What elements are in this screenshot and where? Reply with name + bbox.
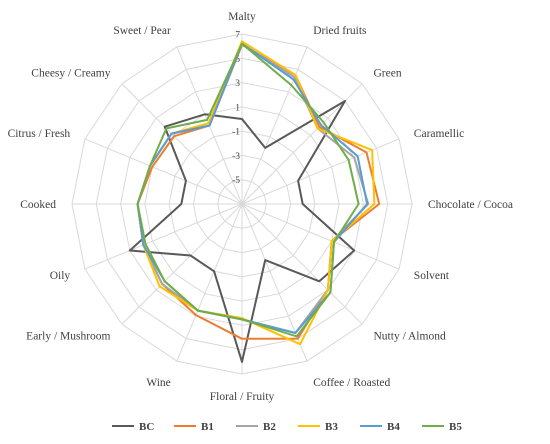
legend-label: B2 — [263, 421, 276, 433]
category-label: Chocolate / Cocoa — [428, 199, 513, 211]
series-line-b5 — [136, 42, 360, 338]
category-label: Solvent — [414, 270, 450, 282]
spoke-2 — [241, 83, 363, 205]
legend-item: B5 — [422, 421, 462, 433]
legend-label: B5 — [449, 421, 462, 433]
category-label: Cheesy / Creamy — [31, 68, 110, 80]
category-label: Sweet / Pear — [113, 25, 171, 37]
category-label: Coffee / Roasted — [313, 377, 390, 389]
tick-label: 1 — [235, 103, 240, 113]
spoke-1 — [241, 46, 308, 205]
legend-label: B1 — [201, 421, 214, 433]
spoke-13 — [84, 138, 243, 205]
spoke-5 — [241, 203, 400, 270]
category-label: Floral / Fruity — [210, 391, 275, 403]
series-line-b1 — [136, 43, 381, 340]
tick-label: 7 — [235, 31, 240, 41]
tick-label: -1 — [232, 128, 240, 138]
spoke-14 — [121, 83, 243, 205]
tick-label: -5 — [232, 176, 240, 186]
category-label: Citrus / Fresh — [8, 128, 71, 140]
category-label: Wine — [146, 377, 170, 389]
spoke-10 — [121, 203, 243, 325]
spoke-6 — [241, 203, 363, 325]
category-label: Green — [374, 68, 402, 80]
category-label: Early / Mushroom — [26, 331, 110, 343]
tick-label: 3 — [235, 79, 240, 89]
category-labels: Malty Dried fruits Green Caramellic Chocolat… — [8, 11, 513, 403]
legend-item: BC — [112, 421, 154, 433]
legend-item: B1 — [174, 421, 214, 433]
spoke-11 — [84, 203, 243, 270]
series-lines — [128, 40, 381, 363]
category-label: Caramellic — [414, 128, 464, 140]
tick-label: 5 — [235, 55, 240, 65]
legend-item: B4 — [360, 421, 400, 433]
category-label: Cooked — [20, 199, 56, 211]
spoke-7 — [241, 203, 308, 362]
legend-item: B3 — [298, 421, 338, 433]
radial-tick-labels: -5 -3 -1 1 3 5 7 — [232, 31, 240, 187]
category-label: Nutty / Almond — [374, 331, 446, 343]
tick-label: -3 — [232, 152, 240, 162]
category-label: Oily — [50, 270, 71, 282]
grid — [71, 33, 413, 375]
legend-item: B2 — [236, 421, 276, 433]
category-label: Malty — [228, 11, 256, 23]
series-line-bc — [128, 100, 356, 363]
category-label: Dried fruits — [313, 25, 367, 37]
legend: BC B1 B2 B3 B4 B5 — [112, 421, 462, 433]
spoke-9 — [176, 203, 243, 362]
legend-label: B4 — [387, 421, 400, 433]
legend-label: B3 — [325, 421, 338, 433]
legend-label: BC — [139, 421, 154, 433]
